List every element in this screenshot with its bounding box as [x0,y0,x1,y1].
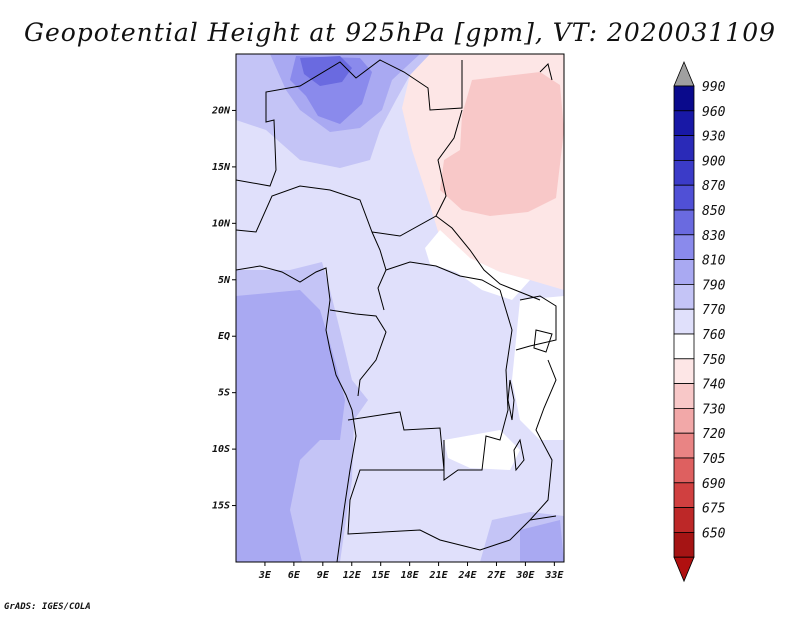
x-tick-label: 15E [372,570,391,581]
y-tick-label: 10N [212,218,231,229]
country-border [347,411,557,551]
colorbar-label: 810 [702,254,726,269]
colorbar-label: 740 [702,378,726,393]
colorbar-label: 650 [702,526,726,541]
colorbar-swatch [673,85,695,112]
colorbar-swatch [673,135,695,161]
country-border [515,295,557,351]
x-tick-label: 12E [343,570,362,581]
country-border [529,359,557,521]
colorbar-swatch [673,110,695,137]
colorbar-label: 690 [702,477,726,492]
colorbar-swatch [673,482,695,508]
boundaries [236,59,557,562]
country-border [329,309,387,397]
coastline [236,265,357,562]
colorbar-swatch [673,333,695,360]
colorbar-swatch [673,383,695,409]
country-border [371,109,463,237]
lake-outline [507,329,553,472]
colorbar-label: 705 [702,452,726,467]
field-810-830-southeast [520,520,564,562]
country-border [385,261,501,291]
colorbar-swatch [673,432,695,459]
credit-label: GrADS: IGES/COLA [4,602,91,612]
y-axis: 20N 15N 10N 5N EQ 5S 10S 15S [211,105,236,512]
field-760-770-east [512,296,564,440]
x-tick-label: 3E [258,570,272,581]
colorbar-bottom-arrow [673,556,695,583]
x-tick-label: 21E [429,570,449,581]
colorbar-swatch [673,283,695,310]
colorbar-swatch [673,507,695,533]
country-border [236,59,463,187]
map-frame [235,53,565,563]
y-tick-label: 15N [212,162,231,173]
y-tick-label: 20N [211,105,231,116]
y-tick-label: 5N [218,275,231,286]
x-tick-label: 30E [515,570,535,581]
country-border [236,185,387,311]
field-760-770-south [444,430,520,470]
coastline [539,63,553,81]
field-810-830-atlantic [236,290,345,562]
colorbar-label: 720 [702,427,726,442]
contour-field [236,54,564,562]
colorbar-label: 990 [702,80,726,95]
colorbar-swatch [673,209,695,236]
country-border [435,215,541,301]
colorbar-swatch [673,407,695,434]
colorbar-label: 930 [702,130,726,145]
colorbar-label: 830 [702,229,726,244]
colorbar-swatch [673,358,695,384]
colorbar-label: 790 [702,278,726,293]
map-title: Geopotential Height at 925hPa [gpm], VT:… [23,18,777,47]
colorbar-label: 900 [702,154,726,169]
colorbar-swatch [673,159,695,186]
y-tick-label: 15S [212,501,230,512]
y-tick-label: 10S [212,444,230,455]
x-tick-label: 24E [457,570,477,581]
colorbar-swatch [673,457,695,484]
country-border [443,289,513,481]
x-tick-label: 27E [486,570,506,581]
x-axis: 3E 6E 9E 12E 15E 18E 21E 24E 27E 30E 33E [258,562,564,581]
x-tick-label: 6E [288,570,301,581]
colorbar-swatch [673,308,695,335]
colorbar-label: 850 [702,204,726,219]
colorbar-swatch [673,532,695,558]
colorbar-label: 960 [702,105,726,120]
colorbar-label: 675 [702,502,726,517]
colorbar-label: 730 [702,402,726,417]
colorbar-label: 760 [702,328,726,343]
colorbar-label: 770 [702,303,726,318]
x-tick-label: 33E [544,570,564,581]
colorbar-swatch [673,234,695,261]
colorbar-label: 870 [702,179,726,194]
colorbar-swatch [673,184,695,211]
field-760-770-white [425,230,530,300]
colorbar-top-arrow [673,60,695,87]
colorbar-swatch [673,259,695,285]
x-tick-label: 9E [317,570,330,581]
y-tick-label: 5S [218,388,230,399]
colorbar: 990 960 930 900 870 850 830 810 790 770 760 750 740 7… [673,60,726,583]
y-tick-label: EQ [218,331,230,342]
colorbar-label: 750 [702,353,726,368]
field-740-750 [440,72,564,216]
x-tick-label: 18E [401,570,420,581]
